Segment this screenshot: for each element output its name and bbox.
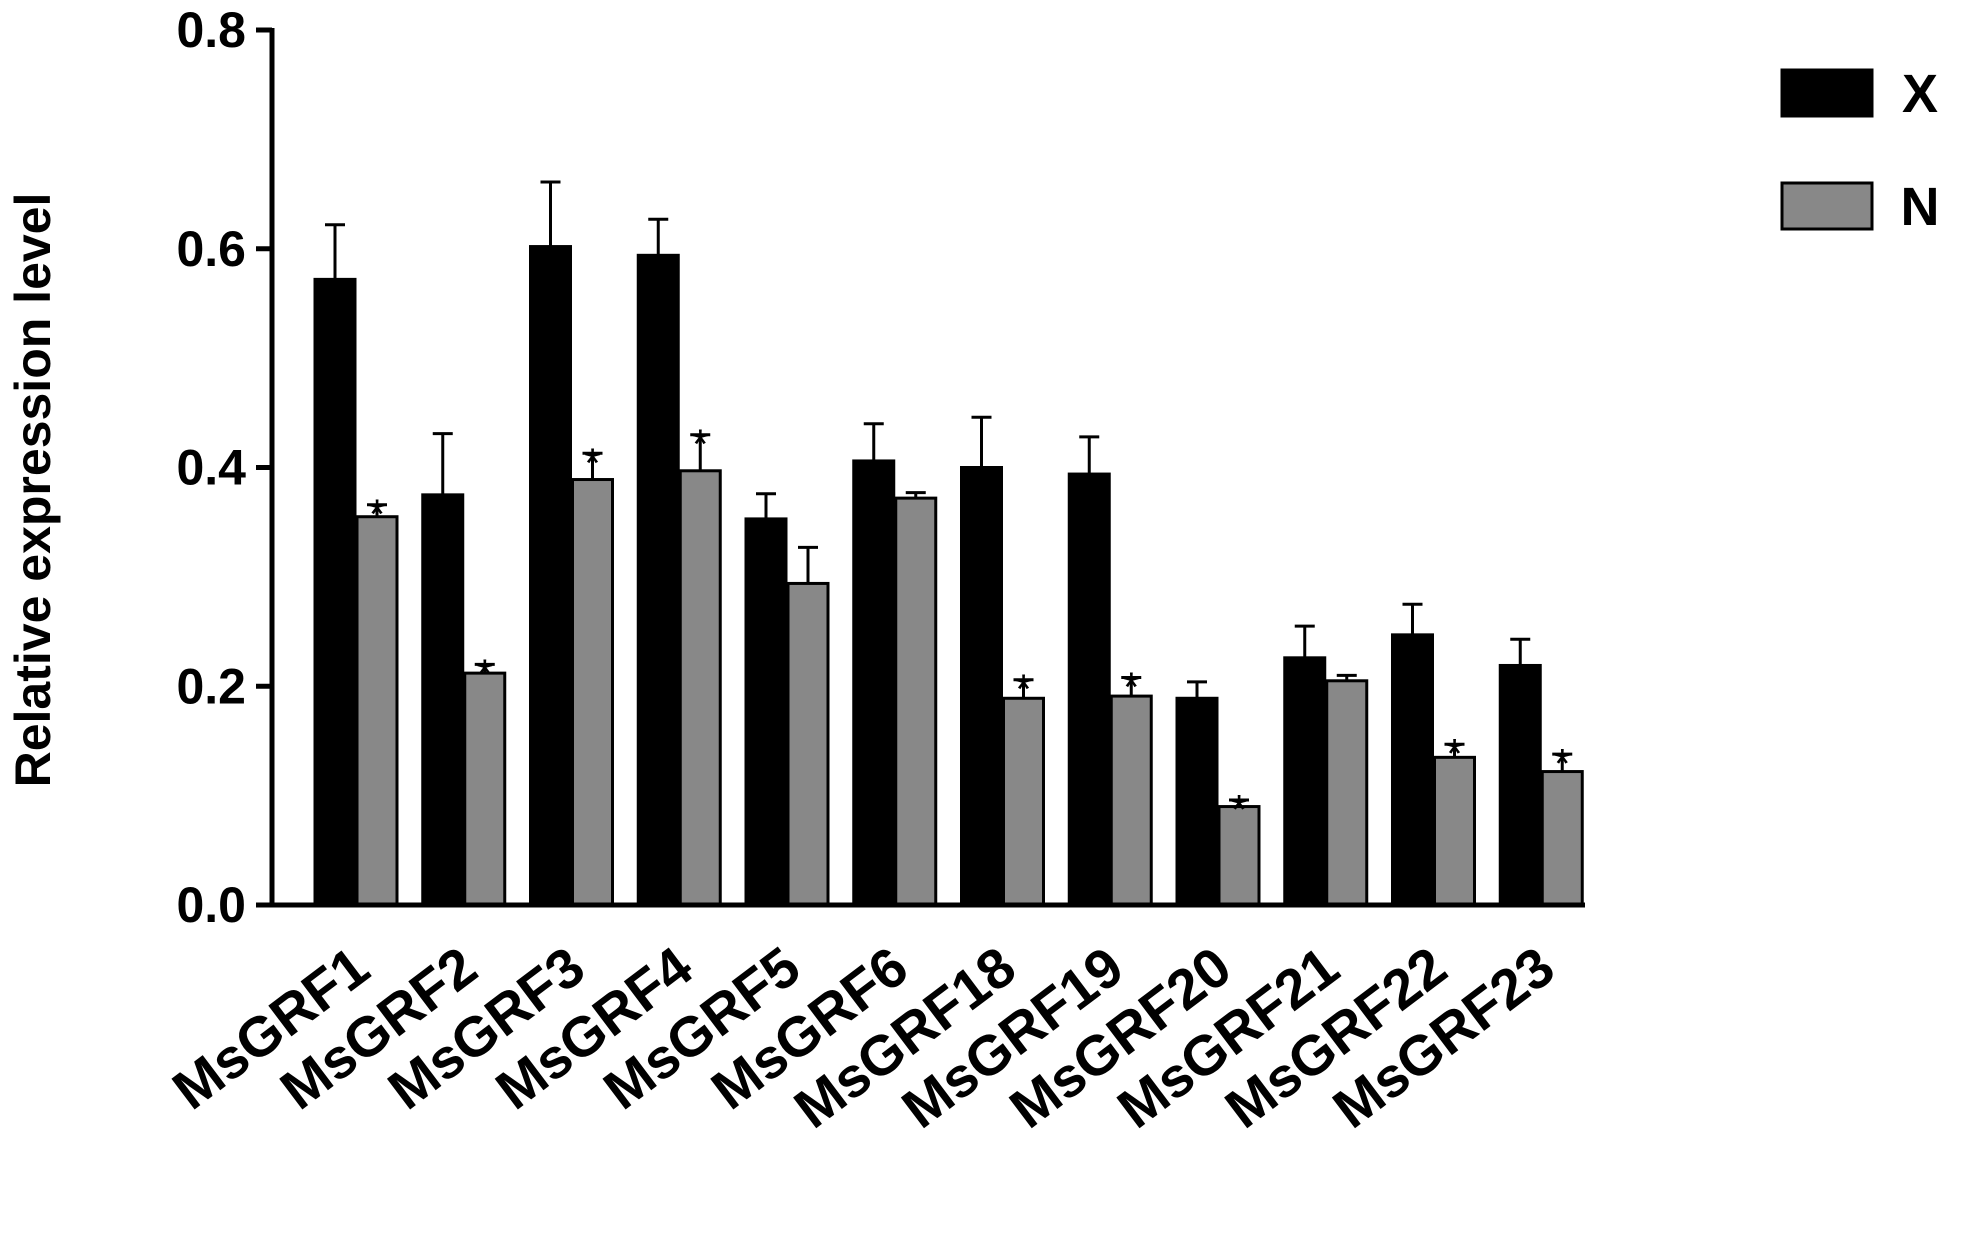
bar-X-MsGRF2 [421, 493, 465, 907]
bar-X-MsGRF4 [636, 253, 680, 907]
legend-swatch-X [1780, 68, 1874, 118]
legend-label-N: N [1901, 177, 1940, 237]
significance-marker: * [692, 421, 708, 468]
legend: XN [1780, 64, 1940, 237]
y-axis-title: Relative expression level [5, 193, 61, 788]
bar-N-MsGRF21 [1325, 679, 1369, 907]
bar-N-MsGRF1 [355, 515, 399, 907]
bar-N-MsGRF2 [463, 671, 507, 907]
significance-marker: * [1554, 740, 1570, 787]
bar-X-MsGRF19 [1067, 472, 1111, 907]
bar-N-MsGRF3 [571, 478, 614, 907]
significance-marker: * [477, 650, 493, 697]
significance-marker: * [1231, 786, 1247, 833]
legend-swatch-N [1780, 181, 1874, 231]
y-tick-label: 0.6 [176, 221, 246, 277]
bar-X-MsGRF18 [960, 466, 1003, 907]
bar-N-MsGRF18 [1002, 696, 1045, 907]
bars: * * * * * * * * * [313, 180, 1584, 907]
legend-label-X: X [1902, 64, 1938, 124]
bar-N-MsGRF22 [1433, 755, 1476, 907]
bar-X-MsGRF6 [852, 459, 896, 907]
bar-N-MsGRF4 [678, 469, 722, 907]
significance-marker: * [1446, 730, 1462, 777]
y-axis-ticks: 0.0 0.2 0.4 0.6 0.8 [176, 2, 272, 933]
y-tick-label: 0.4 [176, 440, 246, 496]
bar-N-MsGRF5 [786, 581, 830, 907]
significance-marker: * [1015, 666, 1031, 713]
bar-N-MsGRF6 [894, 496, 938, 907]
bar-X-MsGRF23 [1498, 663, 1542, 907]
bar-X-MsGRF3 [529, 245, 572, 907]
significance-marker: * [584, 439, 600, 486]
bar-X-MsGRF5 [744, 517, 788, 907]
significance-marker: * [369, 491, 385, 538]
y-tick-label: 0.0 [176, 877, 246, 933]
bar-N-MsGRF19 [1109, 694, 1153, 907]
axes [269, 28, 1585, 908]
x-tick-labels: MsGRF1MsGRF2MsGRF3MsGRF4MsGRF5MsGRF6MsGR… [161, 934, 1566, 1140]
y-tick-label: 0.8 [176, 2, 246, 58]
bar-N-MsGRF23 [1540, 770, 1584, 907]
bar-X-MsGRF1 [313, 277, 357, 907]
bar-X-MsGRF22 [1391, 633, 1434, 907]
y-tick-label: 0.2 [176, 658, 246, 714]
significance-marker: * [1123, 664, 1139, 711]
bar-X-MsGRF21 [1283, 656, 1327, 907]
bar-X-MsGRF20 [1175, 696, 1219, 907]
